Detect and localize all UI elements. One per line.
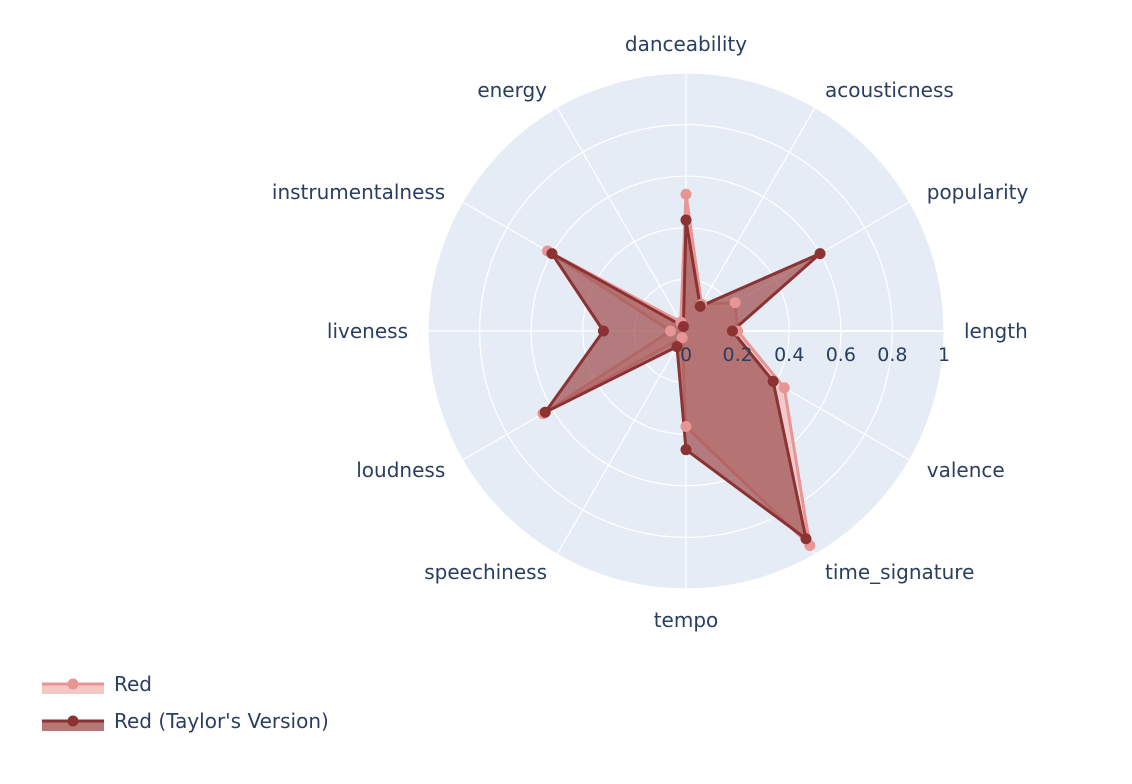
- axis-label-loudness: loudness: [356, 458, 445, 482]
- legend-label: Red: [114, 672, 152, 696]
- axis-label-acousticness: acousticness: [825, 78, 954, 102]
- radial-tick-label: 0.4: [774, 344, 804, 366]
- grid-spoke: [556, 330, 687, 555]
- radial-tick-label: 0.2: [722, 344, 752, 366]
- series-0-point[interactable]: [729, 297, 741, 309]
- series-1-point[interactable]: [814, 248, 826, 260]
- series-1-point[interactable]: [767, 375, 779, 387]
- legend-marker: [67, 715, 79, 727]
- series-1-point[interactable]: [800, 533, 812, 545]
- series-1-point[interactable]: [680, 444, 692, 456]
- series-1-point[interactable]: [726, 325, 738, 337]
- series-0-point[interactable]: [680, 188, 692, 200]
- radial-tick-label: 0.8: [877, 344, 907, 366]
- axis-label-valence: valence: [927, 458, 1005, 482]
- legend-marker: [67, 678, 79, 690]
- axis-label-time-signature: time_signature: [825, 560, 974, 584]
- series-1-point[interactable]: [546, 248, 558, 260]
- axis-label-liveness: liveness: [327, 319, 408, 343]
- series-0-point[interactable]: [665, 325, 677, 337]
- series-0-point[interactable]: [676, 332, 688, 344]
- series-1-point[interactable]: [671, 341, 683, 353]
- legend-label: Red (Taylor's Version): [114, 709, 329, 733]
- radial-tick-label: 0: [680, 344, 692, 366]
- axis-label-speechiness: speechiness: [424, 560, 547, 584]
- grid-spoke: [556, 107, 687, 332]
- grid-spoke: [685, 107, 816, 332]
- legend-item-0[interactable]: Red: [42, 672, 152, 696]
- axis-label-instrumentalness: instrumentalness: [272, 180, 445, 204]
- legend-item-1[interactable]: Red (Taylor's Version): [42, 709, 329, 733]
- series-1-point[interactable]: [677, 321, 689, 333]
- axis-label-popularity: popularity: [927, 180, 1029, 204]
- radial-tick-label: 0.6: [826, 344, 856, 366]
- series-1-point[interactable]: [597, 325, 609, 337]
- axis-label-danceability: danceability: [625, 32, 747, 56]
- series-0-point[interactable]: [778, 382, 790, 394]
- series-1-point[interactable]: [539, 406, 551, 418]
- radial-tick-label: 1: [938, 344, 950, 366]
- axis-label-tempo: tempo: [654, 608, 719, 632]
- axis-label-length: length: [964, 319, 1028, 343]
- series-0-point[interactable]: [680, 420, 692, 432]
- series-1-point[interactable]: [694, 300, 706, 312]
- axis-label-energy: energy: [477, 78, 547, 102]
- series-1-point[interactable]: [680, 214, 692, 226]
